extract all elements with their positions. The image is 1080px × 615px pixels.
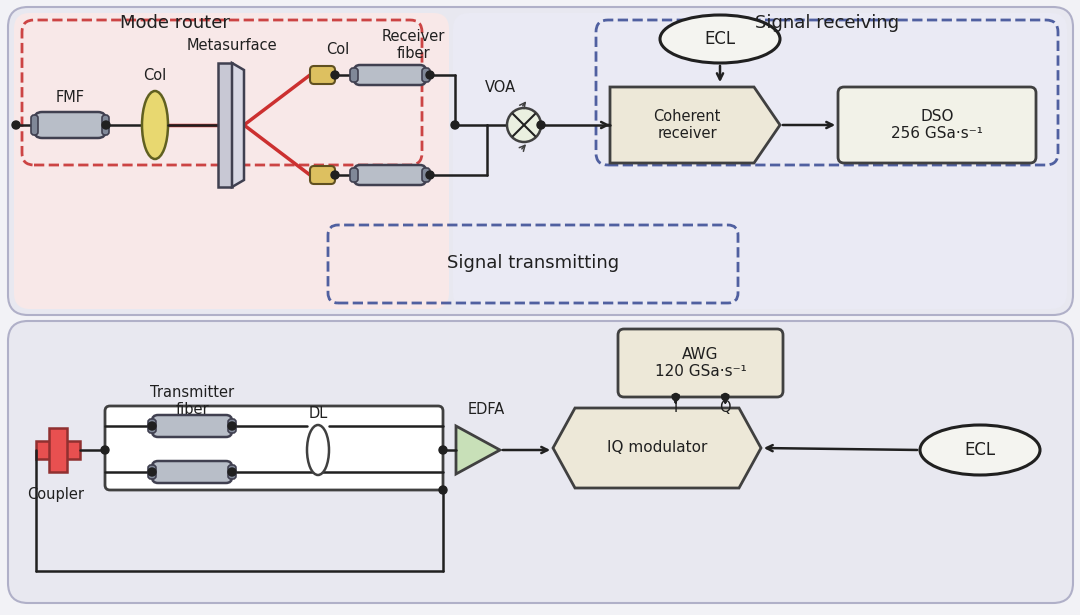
Circle shape	[102, 121, 110, 129]
Circle shape	[672, 394, 679, 400]
FancyBboxPatch shape	[422, 68, 430, 82]
FancyBboxPatch shape	[14, 13, 449, 309]
FancyBboxPatch shape	[105, 406, 443, 490]
Circle shape	[537, 121, 545, 129]
Text: DSO
256 GSa·s⁻¹: DSO 256 GSa·s⁻¹	[891, 109, 983, 141]
Circle shape	[330, 171, 339, 179]
Circle shape	[438, 446, 447, 454]
Circle shape	[426, 171, 434, 179]
Circle shape	[438, 486, 447, 494]
Ellipse shape	[920, 425, 1040, 475]
FancyBboxPatch shape	[838, 87, 1036, 163]
Text: ECL: ECL	[964, 441, 996, 459]
Polygon shape	[232, 63, 244, 187]
Text: EDFA: EDFA	[468, 402, 504, 418]
FancyBboxPatch shape	[354, 65, 426, 85]
Text: Transmitter
fiber: Transmitter fiber	[150, 385, 234, 417]
Circle shape	[507, 108, 541, 142]
FancyBboxPatch shape	[350, 168, 357, 182]
Circle shape	[228, 468, 237, 476]
Circle shape	[426, 71, 434, 79]
Polygon shape	[456, 426, 500, 474]
Text: VOA: VOA	[485, 79, 515, 95]
FancyBboxPatch shape	[618, 329, 783, 397]
Text: Coherent
receiver: Coherent receiver	[653, 109, 720, 141]
Circle shape	[228, 422, 237, 430]
FancyBboxPatch shape	[310, 166, 335, 184]
Text: Signal receiving: Signal receiving	[755, 14, 899, 32]
Ellipse shape	[660, 15, 780, 63]
Text: Coupler: Coupler	[27, 486, 84, 501]
Circle shape	[148, 468, 156, 476]
FancyBboxPatch shape	[148, 419, 156, 433]
Text: DL: DL	[309, 407, 327, 421]
FancyBboxPatch shape	[152, 415, 232, 437]
Polygon shape	[218, 63, 232, 187]
Text: Q: Q	[719, 400, 731, 415]
Ellipse shape	[141, 91, 168, 159]
FancyBboxPatch shape	[422, 168, 430, 182]
Circle shape	[102, 446, 109, 454]
Ellipse shape	[307, 425, 329, 475]
FancyBboxPatch shape	[350, 68, 357, 82]
Polygon shape	[49, 428, 67, 472]
Polygon shape	[610, 87, 780, 163]
Text: IQ modulator: IQ modulator	[607, 440, 707, 456]
Polygon shape	[553, 408, 761, 488]
FancyBboxPatch shape	[8, 321, 1074, 603]
FancyBboxPatch shape	[8, 7, 1074, 315]
Circle shape	[451, 121, 459, 129]
Circle shape	[148, 422, 156, 430]
Text: Receiver
fiber: Receiver fiber	[381, 29, 445, 62]
Text: Signal transmitting: Signal transmitting	[447, 254, 619, 272]
Text: Col: Col	[326, 41, 350, 57]
FancyBboxPatch shape	[152, 461, 232, 483]
Polygon shape	[36, 441, 80, 459]
FancyBboxPatch shape	[354, 165, 426, 185]
Text: ECL: ECL	[704, 30, 735, 48]
FancyBboxPatch shape	[310, 66, 335, 84]
Text: Mode router: Mode router	[120, 14, 230, 32]
Text: I: I	[674, 400, 678, 415]
Circle shape	[330, 71, 339, 79]
FancyBboxPatch shape	[33, 112, 106, 138]
Text: FMF: FMF	[55, 90, 84, 105]
FancyBboxPatch shape	[31, 115, 38, 135]
FancyBboxPatch shape	[102, 115, 109, 135]
Text: AWG
120 GSa·s⁻¹: AWG 120 GSa·s⁻¹	[654, 347, 746, 379]
Circle shape	[12, 121, 21, 129]
FancyBboxPatch shape	[453, 13, 1067, 309]
Circle shape	[721, 394, 729, 400]
Text: Col: Col	[144, 68, 166, 82]
Text: Metasurface: Metasurface	[187, 38, 278, 52]
FancyBboxPatch shape	[228, 465, 237, 479]
FancyBboxPatch shape	[228, 419, 237, 433]
FancyBboxPatch shape	[148, 465, 156, 479]
